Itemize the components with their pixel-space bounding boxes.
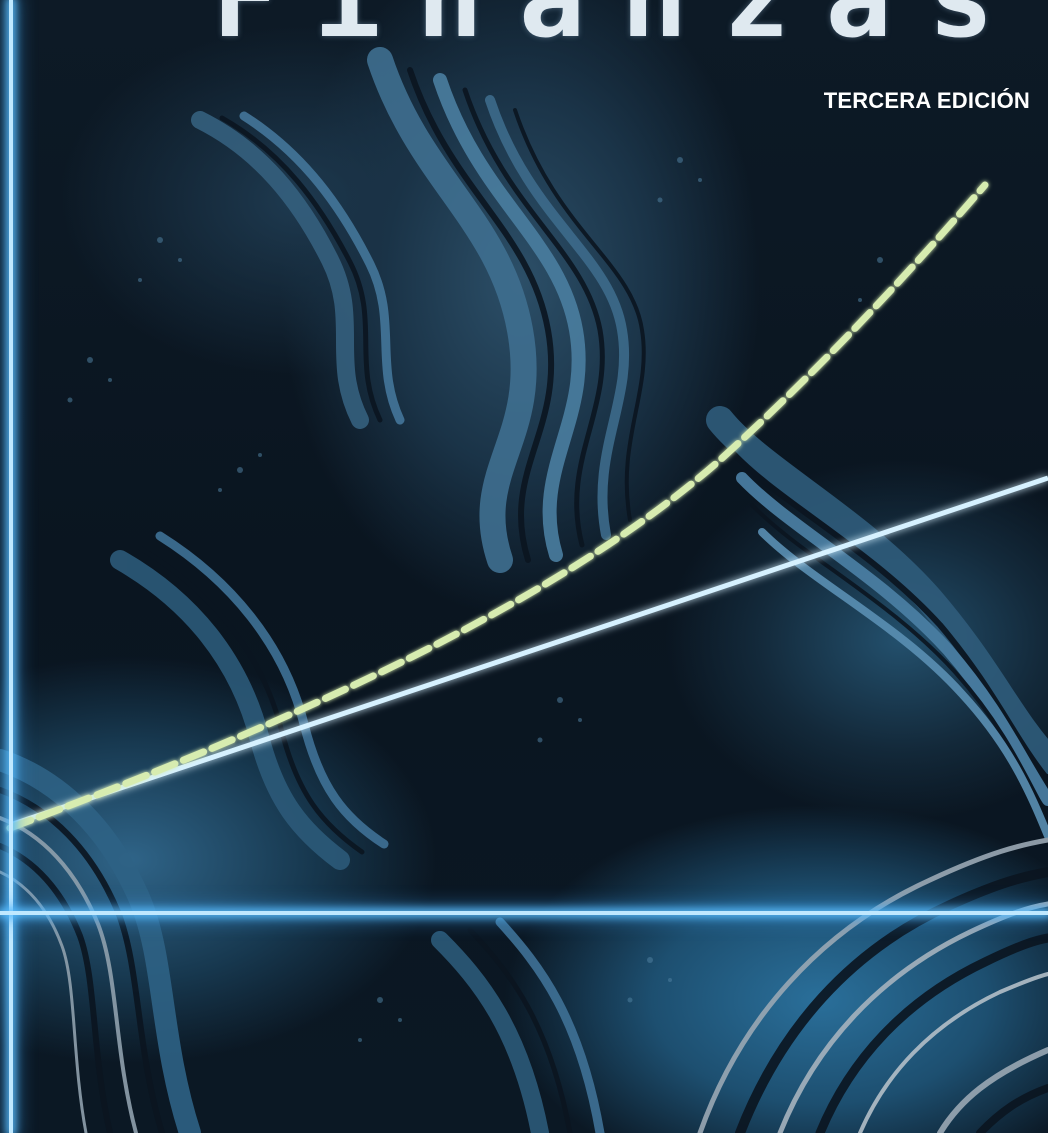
title-block: Finanzas (0, 0, 1048, 48)
horizontal-axis (0, 911, 1048, 915)
vertical-axis (9, 0, 13, 1133)
straight-line (9, 475, 1048, 828)
dashed-exponential-curve (6, 181, 989, 832)
book-title: Finanzas (212, 0, 1030, 48)
edition-label: TERCERA EDICIÓN (823, 88, 1030, 113)
